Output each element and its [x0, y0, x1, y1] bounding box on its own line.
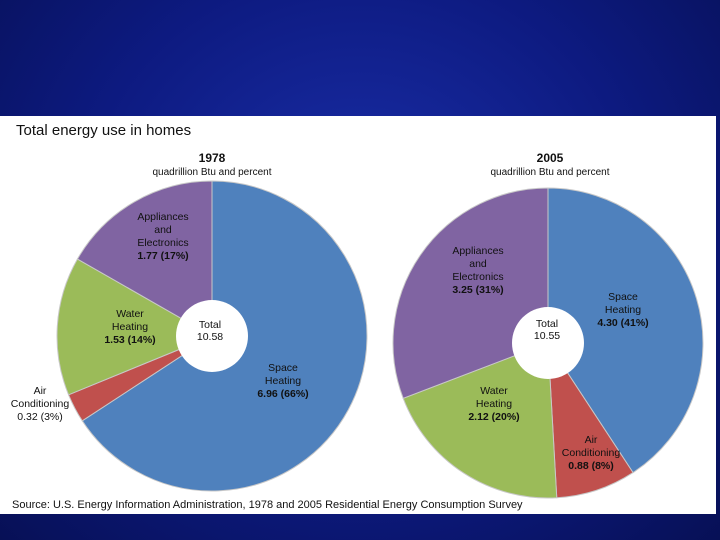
total-label-1978: Total 10.58: [196, 319, 224, 343]
source-note: Source: U.S. Energy Information Administ…: [12, 499, 523, 511]
pie-slice-2005-water-heating: [402, 342, 558, 499]
total-label-2005: Total 10.55: [533, 318, 561, 342]
pie-charts: [56, 180, 704, 499]
slice-label-2005-appliances: Appliances and Electronics 3.25 (31%): [452, 245, 504, 296]
pie-unit-1978: quadrillion Btu and percent: [152, 167, 272, 178]
donut-hole-1978: [176, 300, 248, 372]
slice-label-2005-space-heating: Space Heating 4.30 (41%): [597, 291, 649, 329]
pie-slice-1978-water-heating: [56, 258, 214, 396]
chart-title: Total energy use in homes: [16, 122, 192, 139]
pie-slice-2005-appliances-and-electronics: [392, 187, 549, 399]
slice-label-1978-appliances: Appliances and Electronics 1.77 (17%): [137, 211, 189, 262]
slice-label-2005-air-conditioning: Air Conditioning 0.88 (8%): [561, 434, 621, 472]
donut-hole-2005: [512, 307, 584, 379]
pie-unit-2005: quadrillion Btu and percent: [490, 167, 610, 178]
chart-panel: Total energy use in homes 1978 quadrilli…: [0, 116, 716, 514]
slice-label-1978-space-heating: Space Heating 6.96 (66%): [257, 362, 309, 400]
slice-label-2005-water-heating: Water Heating 2.12 (20%): [468, 385, 520, 423]
pie-year-1978: 1978: [198, 151, 226, 165]
slice-label-1978-air-conditioning: Air Conditioning 0.32 (3%): [10, 385, 70, 423]
pie-year-2005: 2005: [536, 151, 564, 165]
slice-label-1978-water-heating: Water Heating 1.53 (14%): [104, 308, 156, 346]
pie-slice-1978-appliances-and-electronics: [76, 180, 213, 337]
